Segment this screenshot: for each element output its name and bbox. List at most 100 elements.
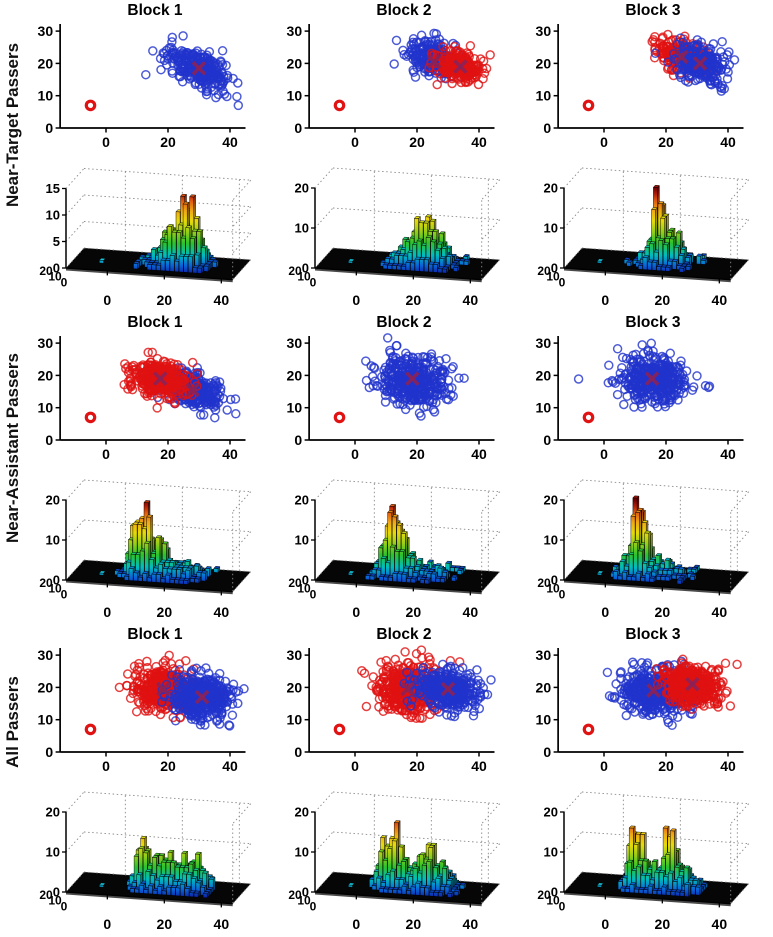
svg-text:0: 0 <box>103 604 111 620</box>
svg-text:0: 0 <box>351 134 359 150</box>
svg-text:0: 0 <box>294 120 302 136</box>
svg-text:0: 0 <box>600 134 608 150</box>
svg-text:20: 20 <box>406 604 422 620</box>
svg-text:40: 40 <box>222 758 238 774</box>
svg-text:30: 30 <box>287 23 303 39</box>
scatter-near-target-block2: Block 2 0 10 20 30 0 20 40 <box>275 0 524 156</box>
svg-text:10: 10 <box>46 208 60 223</box>
svg-text:20: 20 <box>295 181 309 196</box>
svg-text:0: 0 <box>102 446 110 462</box>
svg-text:0: 0 <box>543 432 551 448</box>
svg-text:0: 0 <box>551 261 558 276</box>
svg-text:10: 10 <box>38 712 54 728</box>
svg-text:40: 40 <box>222 446 238 462</box>
svg-text:40: 40 <box>471 446 487 462</box>
svg-text:20: 20 <box>39 576 53 590</box>
svg-text:10: 10 <box>295 221 309 236</box>
svg-text:20: 20 <box>157 292 173 308</box>
svg-text:10: 10 <box>48 270 62 284</box>
svg-text:10: 10 <box>536 88 552 104</box>
scatter-near-target-block3: Block 3 0 10 20 30 0 20 40 <box>524 0 773 156</box>
svg-text:0: 0 <box>45 120 53 136</box>
svg-text:0: 0 <box>310 587 317 601</box>
svg-text:0: 0 <box>53 573 60 588</box>
svg-text:20: 20 <box>287 55 303 71</box>
plot-title: Block 3 <box>625 314 681 331</box>
hist3d-near-target-block2: 0 10 20 0 20 40 20 10 0 <box>275 156 524 312</box>
scatter-near-assistant-block1: Block 1 0 10 20 30 0 20 40 <box>26 312 275 468</box>
plot-title: Block 1 <box>127 2 183 19</box>
svg-text:20: 20 <box>537 264 551 278</box>
hist3d-near-assistant-block3: 0 10 20 0 20 40 20 10 0 <box>524 468 773 624</box>
svg-text:20: 20 <box>536 55 552 71</box>
svg-text:40: 40 <box>463 292 479 308</box>
svg-text:40: 40 <box>471 134 487 150</box>
scatter-near-target-block1: Block 1 0 10 20 30 0 20 40 <box>26 0 275 156</box>
plot-title: Block 1 <box>127 626 183 643</box>
scatter-near-assistant-block3: Block 3 0 10 20 30 0 20 40 <box>524 312 773 468</box>
svg-text:0: 0 <box>294 432 302 448</box>
svg-text:20: 20 <box>658 134 674 150</box>
svg-text:20: 20 <box>160 134 176 150</box>
svg-text:40: 40 <box>214 292 230 308</box>
svg-text:10: 10 <box>297 270 311 284</box>
scatter-all-passers-block3: Block 3 0 10 20 30 0 20 40 <box>524 624 773 780</box>
svg-text:20: 20 <box>655 604 671 620</box>
svg-text:10: 10 <box>544 221 558 236</box>
svg-text:0: 0 <box>351 446 359 462</box>
hist3d-near-assistant-block2: 0 10 20 0 20 40 20 10 0 <box>275 468 524 624</box>
svg-text:0: 0 <box>310 275 317 289</box>
hist3d-near-assistant-block1: 0 10 20 0 20 40 20 10 0 <box>26 468 275 624</box>
svg-text:10: 10 <box>38 400 54 416</box>
svg-text:0: 0 <box>600 446 608 462</box>
plot-title: Block 2 <box>376 2 432 19</box>
svg-text:40: 40 <box>712 292 728 308</box>
svg-text:10: 10 <box>536 400 552 416</box>
svg-text:30: 30 <box>38 335 54 351</box>
svg-text:10: 10 <box>546 582 560 596</box>
svg-text:20: 20 <box>38 55 54 71</box>
svg-text:30: 30 <box>287 335 303 351</box>
svg-text:40: 40 <box>222 134 238 150</box>
svg-text:0: 0 <box>61 275 68 289</box>
svg-text:20: 20 <box>287 367 303 383</box>
scatter-near-assistant-block2: Block 2 0 10 20 30 0 20 40 <box>275 312 524 468</box>
svg-text:20: 20 <box>537 576 551 590</box>
svg-text:0: 0 <box>45 744 53 760</box>
svg-text:0: 0 <box>53 261 60 276</box>
svg-text:20: 20 <box>295 493 309 508</box>
hist3d-all-passers-block1: 0 10 20 0 20 40 20 10 0 <box>26 780 275 936</box>
plot-title: Block 2 <box>376 626 432 643</box>
svg-text:20: 20 <box>288 264 302 278</box>
svg-text:20: 20 <box>46 493 60 508</box>
svg-text:10: 10 <box>38 88 54 104</box>
svg-text:30: 30 <box>38 647 54 663</box>
plot-title: Block 1 <box>127 314 183 331</box>
svg-text:0: 0 <box>102 758 110 774</box>
scatter-all-passers-block2: Block 2 0 10 20 30 0 20 40 <box>275 624 524 780</box>
svg-text:5: 5 <box>53 234 60 249</box>
svg-text:10: 10 <box>287 88 303 104</box>
plot-title: Block 2 <box>376 314 432 331</box>
svg-text:20: 20 <box>544 181 558 196</box>
svg-text:20: 20 <box>157 604 173 620</box>
svg-text:10: 10 <box>544 533 558 548</box>
svg-text:40: 40 <box>214 604 230 620</box>
svg-text:20: 20 <box>536 367 552 383</box>
svg-text:10: 10 <box>48 582 62 596</box>
svg-text:30: 30 <box>536 23 552 39</box>
